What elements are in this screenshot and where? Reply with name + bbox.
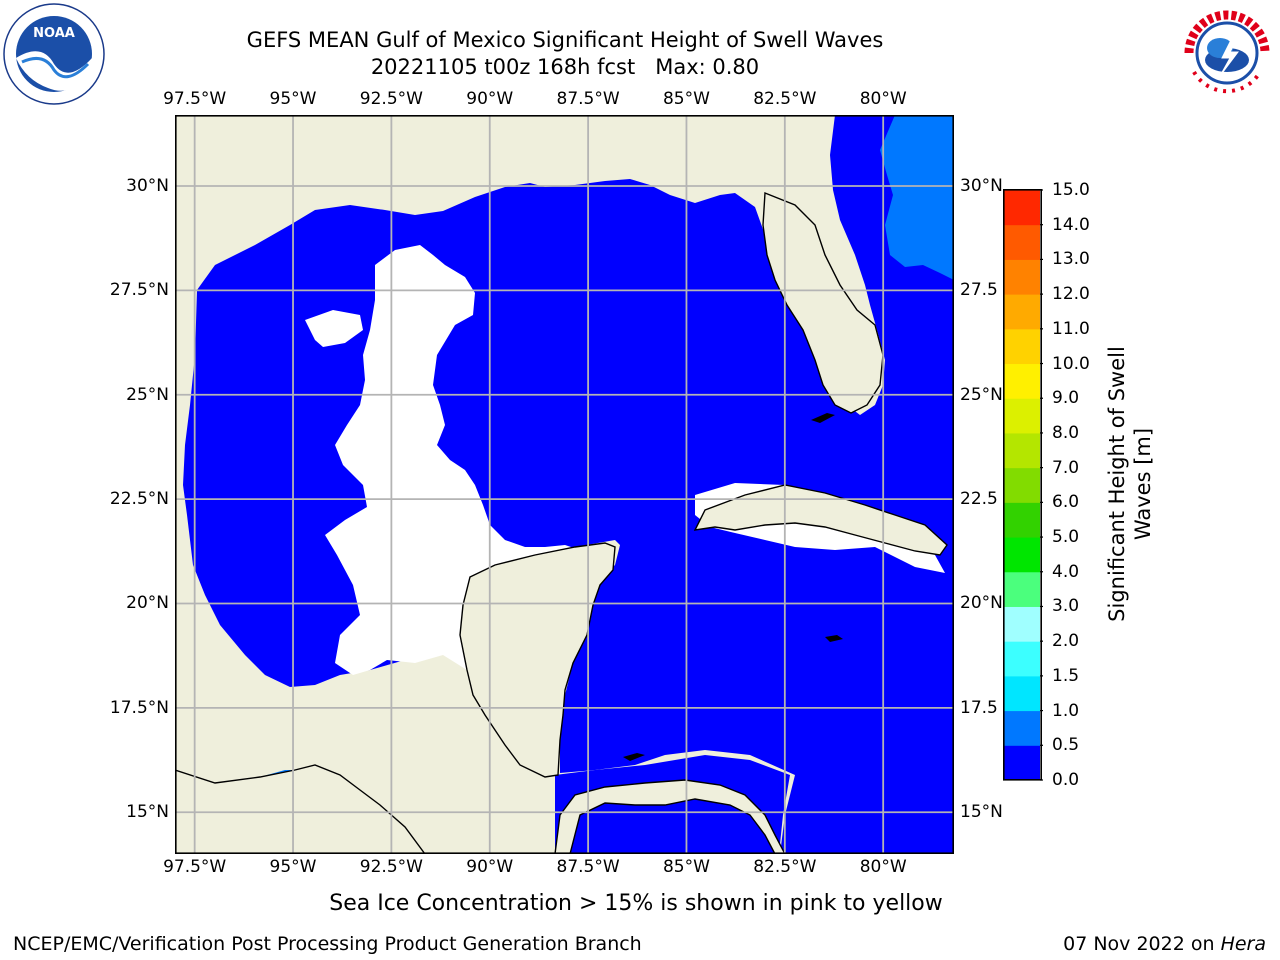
colorbar-label: 13.0: [1052, 249, 1090, 270]
x-tick-label-top: 97.5°W: [163, 89, 227, 109]
y-tick-label-right: 22.5: [960, 489, 998, 510]
y-tick-label-right: 17.5: [960, 697, 998, 718]
colorbar-bin: [1004, 571, 1040, 607]
y-tick-label-left: 30°N: [126, 175, 169, 196]
map-subtitle-forecast: 20221105 t00z 168h fcst Max: 0.80: [370, 55, 760, 79]
yucatan-land: [459, 542, 616, 778]
colorbar-bin: [1004, 675, 1040, 712]
colorbar-bin: [1004, 641, 1040, 677]
x-tick-label-bottom: 85°W: [662, 857, 710, 877]
colorbar-bin: [1004, 363, 1040, 399]
colorbar-title-line1: Significant Height of Swell: [1105, 346, 1129, 622]
central-america-land: [175, 764, 786, 854]
florida-land: [762, 191, 884, 414]
x-tick-label-top: 80°W: [859, 89, 907, 109]
nws-logo: [1176, 2, 1278, 104]
colorbar-bin: [1004, 606, 1040, 642]
x-tick-label-bottom: 80°W: [859, 857, 907, 877]
y-tick-label-left: 17.5°N: [109, 697, 169, 718]
colorbar-label: 15.0: [1052, 180, 1090, 200]
colorbar-label: 11.0: [1052, 318, 1090, 339]
map-panel: [175, 115, 954, 854]
y-tick-label-right: 25°N: [960, 384, 1003, 405]
x-tick-label-bottom: 92.5°W: [359, 857, 423, 877]
colorbar-bin: [1004, 432, 1040, 469]
colorbar-bin: [1004, 710, 1040, 746]
colorbar-label: 12.0: [1052, 284, 1090, 305]
y-tick-label-left: 15°N: [126, 802, 169, 823]
colorbar-label: 14.0: [1052, 214, 1090, 235]
colorbar-bin: [1004, 398, 1040, 434]
colorbar-bin: [1004, 745, 1040, 781]
x-tick-label-top: 95°W: [269, 89, 317, 109]
x-tick-label-top: 92.5°W: [359, 89, 423, 109]
colorbar-label: 3.0: [1052, 596, 1080, 617]
colorbar: [1003, 189, 1043, 781]
colorbar-bin: [1004, 467, 1040, 503]
colorbar-title-line2: Waves [m]: [1131, 427, 1155, 541]
colorbar-bin: [1004, 502, 1040, 538]
jamaica-island: [825, 635, 843, 642]
colorbar-label: 1.0: [1052, 700, 1080, 721]
colorbar-title: Significant Height of Swell Waves [m]: [1104, 284, 1156, 684]
no-data-region-small: [305, 310, 363, 347]
y-tick-label-left: 27.5°N: [109, 280, 169, 301]
x-tick-label-top: 82.5°W: [753, 89, 817, 109]
y-tick-label-right: 15°N: [960, 802, 1003, 823]
footer-date: 07 Nov 2022 on Hera: [1063, 933, 1266, 955]
x-tick-label-top: 87.5°W: [556, 89, 620, 109]
colorbar-label: 7.0: [1052, 457, 1080, 478]
colorbar-bin: [1004, 294, 1040, 330]
y-tick-label-right: 20°N: [960, 593, 1003, 614]
colorbar-label: 10.0: [1052, 353, 1090, 374]
colorbar-label: 0.0: [1052, 770, 1080, 790]
colorbar-label: 9.0: [1052, 388, 1080, 409]
y-tick-label-left: 22.5°N: [109, 489, 169, 510]
noaa-logo-text: NOAA: [33, 26, 75, 41]
footer-date-text: 07 Nov 2022 on: [1063, 933, 1221, 955]
y-tick-label-left: 25°N: [126, 384, 169, 405]
sea-ice-note: Sea Ice Concentration > 15% is shown in …: [329, 891, 943, 916]
colorbar-label: 1.5: [1052, 665, 1080, 686]
colorbar-label: 0.5: [1052, 735, 1080, 756]
colorbar-label: 4.0: [1052, 561, 1080, 582]
x-tick-label-top: 85°W: [662, 89, 710, 109]
y-tick-label-left: 20°N: [126, 593, 169, 614]
colorbar-bin: [1004, 537, 1040, 573]
atlantic-water-swell-patch: [880, 115, 954, 280]
x-tick-label-bottom: 95°W: [269, 857, 317, 877]
map-title: GEFS MEAN Gulf of Mexico Significant Hei…: [246, 28, 884, 52]
colorbar-frame: [1003, 189, 1043, 781]
x-tick-label-bottom: 87.5°W: [556, 857, 620, 877]
colorbar-bin: [1004, 190, 1040, 226]
colorbar-bin: [1004, 328, 1040, 365]
x-tick-label-bottom: 90°W: [466, 857, 514, 877]
colorbar-bin: [1004, 224, 1040, 260]
colorbar-label: 5.0: [1052, 527, 1080, 548]
x-tick-label-top: 90°W: [466, 89, 514, 109]
colorbar-label: 2.0: [1052, 631, 1080, 652]
x-tick-label-bottom: 82.5°W: [753, 857, 817, 877]
colorbar-label: 6.0: [1052, 492, 1080, 513]
map-border: [175, 115, 954, 854]
colorbar-bin: [1004, 259, 1040, 295]
footer-host: Hera: [1220, 933, 1266, 955]
y-tick-label-right: 30°N: [960, 175, 1003, 196]
noaa-logo: NOAA: [2, 2, 106, 106]
y-tick-label-right: 27.5: [960, 280, 998, 301]
cayman-island: [623, 753, 645, 761]
footer-credit: NCEP/EMC/Verification Post Processing Pr…: [13, 933, 642, 955]
caribbean-water-swell: [555, 755, 790, 854]
map-gridlines: [175, 115, 954, 854]
keys-islands: [811, 413, 835, 423]
x-tick-label-bottom: 97.5°W: [163, 857, 227, 877]
colorbar-label: 8.0: [1052, 422, 1080, 443]
